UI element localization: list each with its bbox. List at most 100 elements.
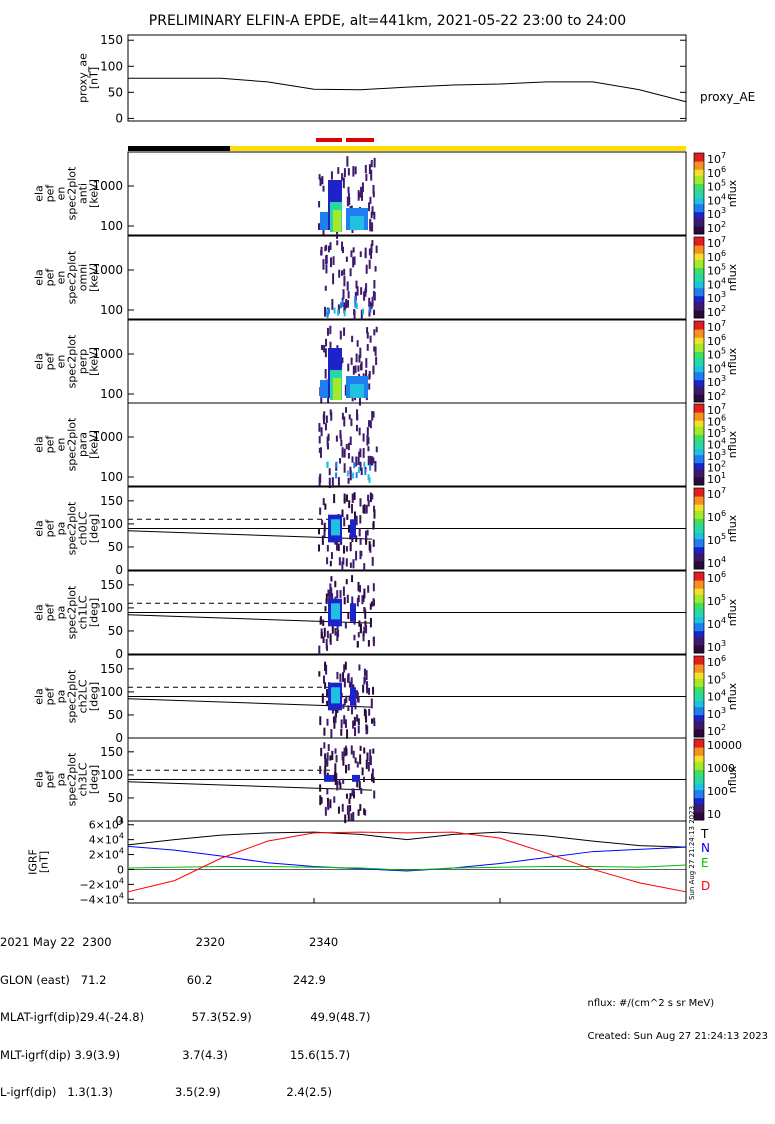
panel-omni-pixel [355, 302, 358, 309]
panel-ch0LC-colorbar-swatch [694, 532, 704, 536]
panel-ch2LC-pixel [366, 681, 369, 691]
panel-anti-colorbar-swatch [694, 163, 704, 166]
panel-anti-pixel [322, 228, 325, 236]
panel-para-pixel [375, 446, 378, 453]
panel-ch0LC-pixel [353, 511, 356, 522]
panel-ch1LC-pixel [359, 585, 362, 593]
panel-anti-pixel [347, 186, 350, 193]
panel-ch0LC-colorbar-label: nflux [726, 514, 739, 542]
panel-omni-colorbar-swatch [694, 263, 704, 266]
panel-ch0LC-pixel [362, 505, 365, 514]
panel-ch0LC-ytick-label: 0 [115, 563, 123, 577]
panel-omni-ytick-label: 1000 [92, 263, 123, 277]
panel-para-pixel [335, 461, 338, 468]
panel-ch1LC-colorbar-swatch [694, 620, 704, 624]
panel-ch2LC-pixel [345, 695, 348, 704]
panel-anti-colorbar-swatch [694, 221, 704, 225]
panel-para-colorbar-swatch [694, 416, 704, 419]
panel-omni-pixel [373, 291, 376, 301]
panel-ch1LC-ylabel-line: [deg] [88, 598, 101, 627]
panel-ch2LC-colorbar-tick-label: 105 [707, 671, 726, 686]
proxy-ae-ytick-label: 100 [100, 59, 123, 73]
panel-ch0LC-pixel [360, 550, 363, 557]
panel-para-colorbar-swatch [694, 446, 704, 450]
panel-ch0LC-colorbar-swatch [694, 542, 704, 546]
panel-omni-colorbar-swatch [694, 301, 704, 305]
panel-ch3LC-colorbar-swatch [694, 785, 704, 789]
panel-ch1LC-ylabel-line: spec2plot [66, 585, 79, 639]
panel-para-colorbar-swatch [694, 458, 704, 462]
panel-anti-colorbar-swatch [694, 211, 704, 215]
panel-ch2LC-pixel [343, 664, 346, 673]
panel-ch2LC-pixel [350, 677, 353, 688]
panel-omni-pixel [345, 298, 348, 309]
panel-ch3LC-colorbar-swatch [694, 747, 704, 750]
panel-para-pixel [362, 448, 365, 458]
panel-para-pixel [356, 409, 359, 420]
panel-para-colorbar-tick-label: 107 [707, 402, 726, 417]
panel-ch1LC-pixel [362, 595, 365, 602]
panel-ch3LC-pixel [319, 765, 322, 774]
panel-omni-pixel [368, 309, 371, 317]
panel-perp-pixel [358, 395, 361, 406]
panel-para-colorbar-swatch [694, 432, 704, 435]
panel-ch1LC-colorbar-swatch [694, 622, 704, 626]
panel-ch2LC-colorbar-swatch [694, 678, 704, 681]
panel-omni-colorbar-swatch [694, 269, 704, 272]
panel-para-pixel [359, 461, 362, 471]
panel-omni-pixel [343, 275, 346, 287]
panel-anti-frame [127, 151, 687, 236]
panel-para-colorbar-swatch [694, 448, 704, 452]
panel-anti-pixel [319, 177, 322, 187]
panel-ch1LC-colorbar-swatch [694, 644, 704, 648]
panel-perp-colorbar-swatch [694, 359, 704, 362]
panel-ch0LC-colorbar-swatch [694, 496, 704, 499]
panel-ch2LC-pixel [334, 714, 337, 724]
panel-ch0LC-pixel [358, 528, 361, 537]
panel-ch0LC-pixel [349, 562, 352, 568]
panel-ch3LC-pixel [337, 806, 340, 814]
panel-ch3LC-pixel [342, 778, 345, 784]
panel-perp-colorbar-swatch [694, 373, 704, 377]
panel-perp-pixel [373, 329, 376, 336]
panel-ch3LC-pixel [346, 805, 349, 815]
panel-para-pixel [364, 468, 367, 475]
panel-para-ylabel-line: para [77, 432, 90, 457]
panel-omni-colorbar-swatch [694, 253, 704, 256]
panel-omni-ylabel-line: ela [33, 269, 46, 286]
panel-anti-colorbar-swatch [694, 197, 704, 201]
panel-perp-pixel [347, 363, 350, 372]
panel-ch0LC-ytick-label: 150 [100, 494, 123, 508]
panel-omni-colorbar-tick-label: 106 [707, 249, 726, 264]
panel-perp-ylabel-line: pef [44, 352, 57, 371]
panel-ch0LC-colorbar-swatch [694, 494, 704, 497]
panel-para-pixel [325, 415, 328, 423]
panel-ch2LC-pixel [365, 715, 368, 723]
panel-para-colorbar-tick-label: 104 [707, 437, 726, 452]
panel-ch3LC-colorbar-swatch [694, 813, 704, 817]
panel-ch1LC-pixel [353, 634, 356, 641]
panel-perp-colorbar-label: nflux [726, 347, 739, 375]
panel-ch0LC-colorbar-swatch [694, 536, 704, 540]
panel-para-pixel [367, 446, 370, 452]
panel-ch0LC-pixel [365, 539, 368, 545]
panel-omni-pixel [325, 255, 328, 264]
panel-ch0LC-colorbar-swatch [694, 526, 704, 529]
panel-ch2LC-colorbar-swatch [694, 656, 704, 659]
panel-ch3LC-pixel [359, 745, 362, 751]
panel-ch0LC-ylabel-line: [deg] [88, 514, 101, 543]
panel-ch1LC-colorbar-swatch [694, 604, 704, 607]
panel-omni-pixel [355, 280, 358, 289]
panel-anti-pixel [369, 196, 372, 204]
panel-ch0LC-colorbar-swatch [694, 558, 704, 562]
panel-ch2LC-ylabel-line: spec2plot [66, 669, 79, 723]
panel-omni-pixel [330, 257, 333, 268]
panel-para-pixel [320, 427, 323, 437]
panel-ch3LC-pixel [326, 788, 329, 795]
panel-anti-pixel [361, 182, 364, 192]
panel-perp-colorbar-swatch [694, 337, 704, 340]
panel-anti-colorbar-tick-label: 107 [707, 151, 726, 166]
panel-anti-colorbar-swatch [694, 167, 704, 170]
panel-ch1LC-ytick-label: 150 [100, 578, 123, 592]
panel-ch3LC-pixel [324, 758, 327, 766]
